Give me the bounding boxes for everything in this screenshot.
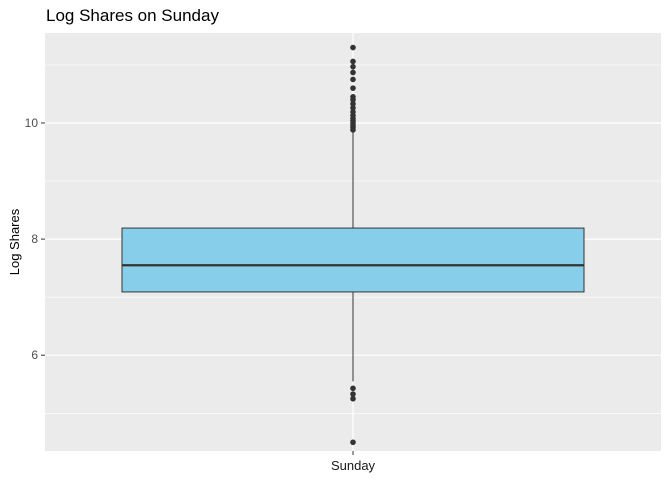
box-marks — [121, 44, 585, 446]
outlier-point — [350, 439, 356, 446]
y-tick-label: 10 — [25, 116, 39, 130]
y-axis: 6 8 10 — [25, 116, 45, 362]
y-axis-title: Log Shares — [7, 208, 22, 275]
outlier-point — [350, 385, 356, 392]
chart-title: Log Shares on Sunday — [46, 6, 219, 25]
outlier-point — [350, 109, 356, 115]
x-tick-label: Sunday — [331, 458, 376, 473]
outlier-point — [350, 85, 356, 91]
outlier-point — [350, 58, 356, 65]
y-tick-label: 6 — [31, 348, 38, 362]
outlier-point — [350, 105, 356, 111]
outlier-point — [350, 395, 356, 402]
box-iqr — [121, 227, 585, 293]
x-axis: Sunday — [331, 451, 376, 473]
y-tick-label: 8 — [31, 232, 38, 246]
outlier-point — [350, 69, 356, 76]
outlier-point — [350, 76, 356, 83]
outlier-point — [350, 44, 356, 51]
outlier-point — [350, 94, 356, 100]
outlier-point — [350, 101, 356, 107]
outlier-point — [350, 63, 356, 70]
outlier-point — [350, 391, 356, 397]
